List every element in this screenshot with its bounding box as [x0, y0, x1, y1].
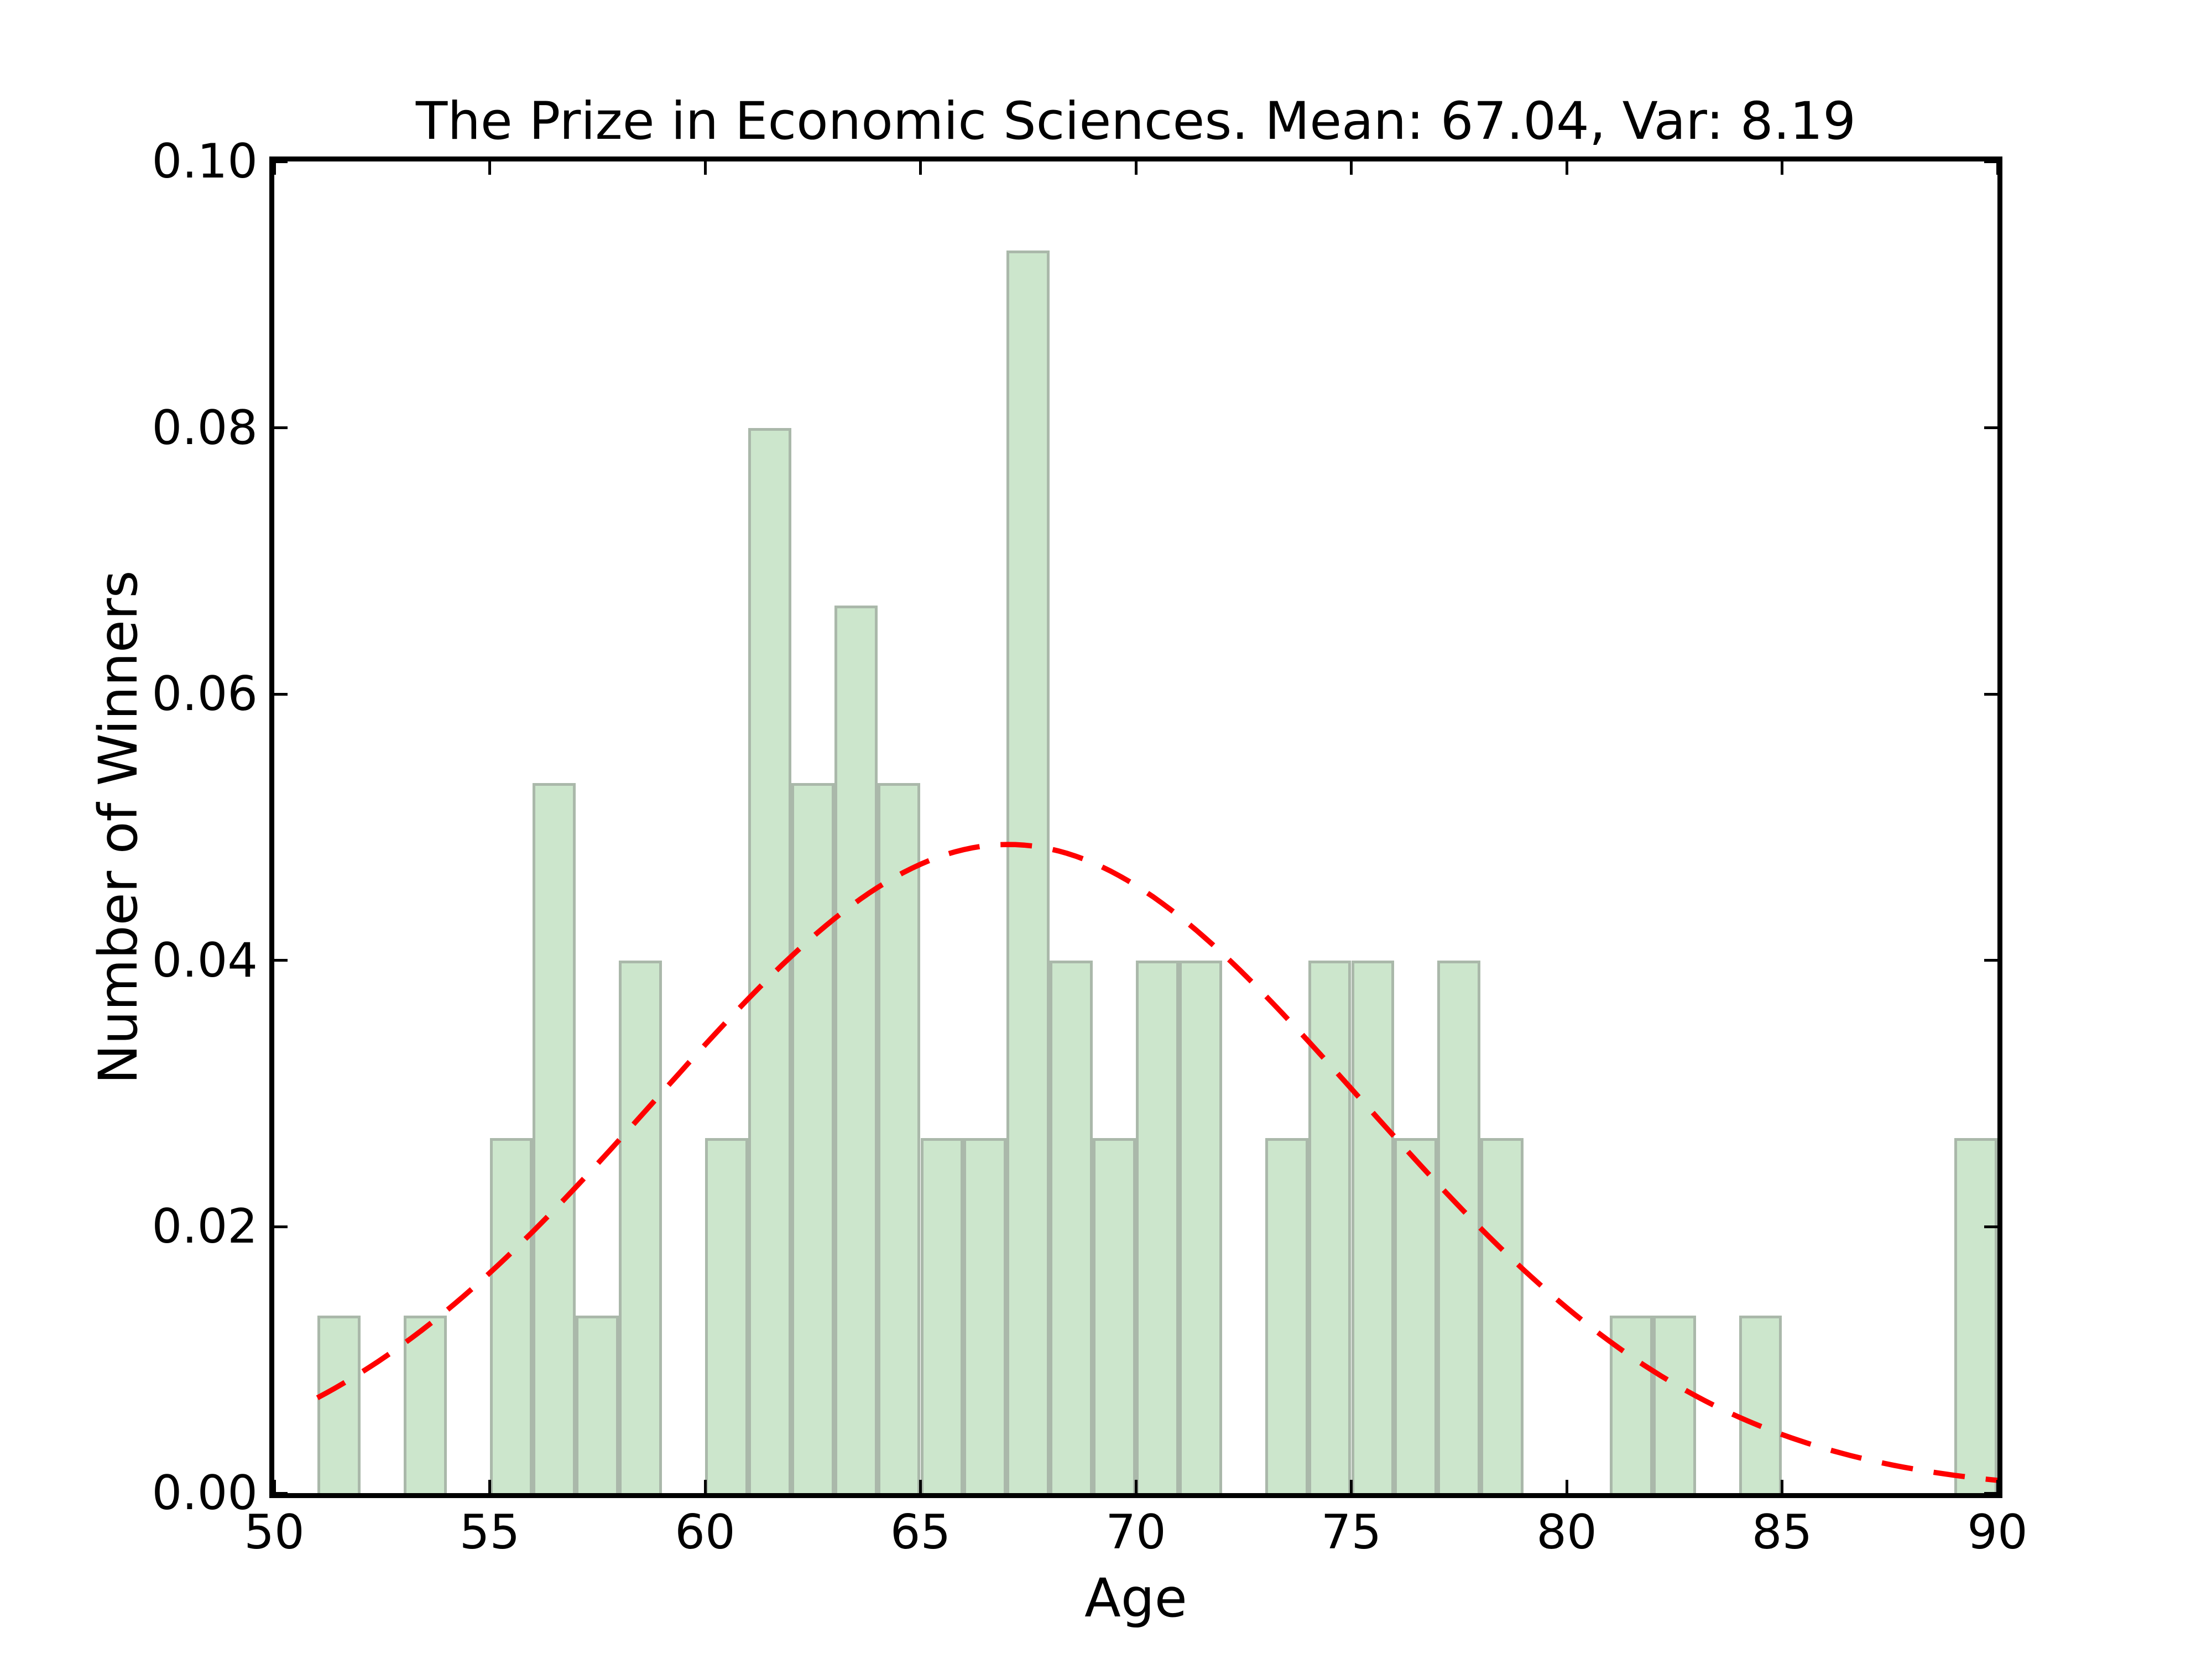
tick-mark [488, 1480, 491, 1493]
y-tick-label: 0.02 [152, 1199, 258, 1255]
tick-mark [1996, 1480, 1999, 1493]
x-tick-label: 60 [675, 1505, 735, 1560]
y-tick-label: 0.10 [152, 134, 258, 189]
histogram-bar [1093, 1138, 1136, 1493]
x-tick-label: 75 [1321, 1505, 1382, 1560]
y-tick-label: 0.08 [152, 400, 258, 456]
histogram-bar [1050, 960, 1093, 1493]
normal-curve [316, 842, 1997, 1483]
x-tick-label: 70 [1105, 1505, 1166, 1560]
tick-mark [1984, 692, 1997, 696]
tick-mark [274, 1491, 288, 1495]
x-axis-label: Age [1084, 1567, 1187, 1629]
tick-mark [274, 959, 288, 962]
tick-mark [1565, 161, 1568, 175]
x-tick-label: 50 [244, 1505, 305, 1560]
histogram-bar [1006, 250, 1050, 1493]
tick-mark [1984, 160, 1997, 163]
histogram-bar [834, 605, 878, 1493]
tick-mark [1984, 959, 1997, 962]
tick-mark [1984, 426, 1997, 430]
histogram-bar [317, 1315, 361, 1493]
normal-curve-path [316, 842, 1997, 1483]
histogram-bar [705, 1138, 748, 1493]
tick-mark [1565, 1480, 1568, 1493]
histogram-bar [1265, 1138, 1308, 1493]
tick-mark [1350, 1480, 1353, 1493]
tick-mark [703, 161, 707, 175]
histogram-bar [1652, 1315, 1696, 1493]
histogram-bar [1954, 1138, 1997, 1493]
y-tick-label: 0.00 [152, 1465, 258, 1521]
bars-layer [274, 161, 1997, 1493]
histogram-bar [403, 1315, 447, 1493]
tick-mark [1996, 161, 1999, 175]
ticks-layer [273, 160, 1999, 1495]
tick-mark [919, 161, 922, 175]
histogram-bar [619, 960, 662, 1493]
tick-mark [274, 160, 288, 163]
tick-mark [1781, 1480, 1783, 1493]
histogram-bar [1351, 960, 1395, 1493]
histogram-bar [1136, 960, 1179, 1493]
x-tick-label: 80 [1536, 1505, 1597, 1560]
tick-mark [274, 692, 288, 696]
histogram-bar [1437, 960, 1481, 1493]
tick-mark [703, 1480, 707, 1493]
tick-mark [273, 1480, 276, 1493]
histogram-bar [920, 1138, 964, 1493]
tick-mark [1134, 161, 1138, 175]
histogram-bar [791, 782, 834, 1493]
tick-mark [273, 161, 276, 175]
y-tick-label: 0.06 [152, 666, 258, 722]
y-axis-label: Number of Winners [87, 570, 150, 1084]
tick-mark [1781, 161, 1783, 175]
tick-mark [274, 426, 288, 430]
histogram-bar [533, 782, 576, 1493]
x-tick-label: 85 [1751, 1505, 1813, 1560]
tick-mark [274, 1225, 288, 1228]
tick-mark [919, 1480, 922, 1493]
tick-mark [1984, 1491, 1997, 1495]
plot-area [269, 156, 2002, 1498]
x-tick-label: 90 [1967, 1505, 2028, 1560]
histogram-bar [1394, 1138, 1438, 1493]
histogram-bar [1739, 1315, 1782, 1493]
histogram-bar [489, 1138, 533, 1493]
histogram-bar [877, 782, 921, 1493]
y-tick-label: 0.04 [152, 932, 258, 988]
tick-mark [1350, 161, 1353, 175]
tick-mark [1134, 1480, 1138, 1493]
histogram-bar [576, 1315, 619, 1493]
x-tick-label: 55 [459, 1505, 520, 1560]
histogram-bar [1178, 960, 1222, 1493]
x-tick-label: 65 [890, 1505, 951, 1560]
histogram-bar [1480, 1138, 1524, 1493]
chart-title: The Prize in Economic Sciences. Mean: 67… [415, 91, 1856, 152]
tick-mark [1984, 1225, 1997, 1228]
tick-mark [488, 161, 491, 175]
histogram-bar [963, 1138, 1007, 1493]
